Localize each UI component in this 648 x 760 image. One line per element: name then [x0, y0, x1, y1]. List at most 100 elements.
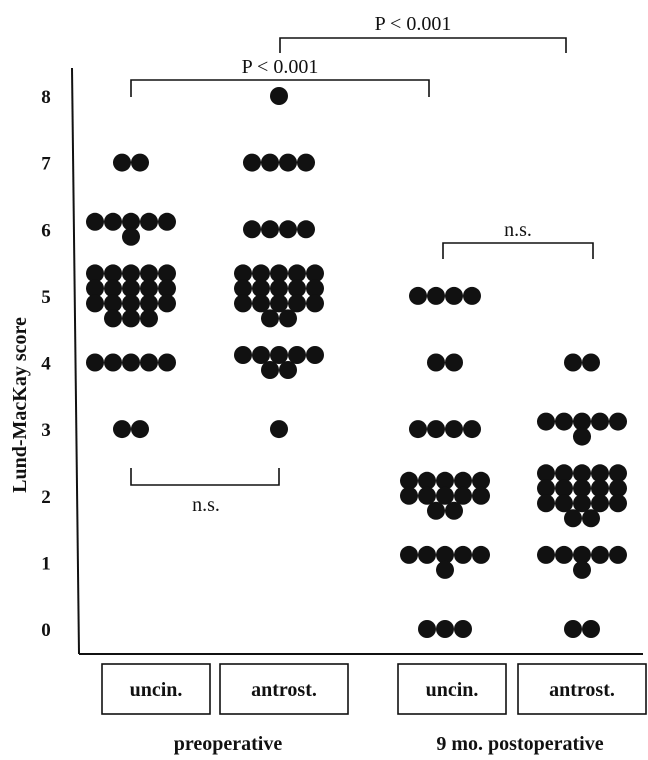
- data-point: [279, 361, 297, 379]
- category-antrost-post: antrost.: [517, 663, 647, 715]
- data-point: [436, 545, 454, 564]
- category-uncin-post: uncin.: [397, 663, 507, 715]
- data-point: [555, 479, 573, 498]
- data-point: [104, 212, 122, 231]
- data-point: [436, 471, 454, 490]
- category-label: antrost.: [549, 679, 615, 701]
- ns-bracket-preoperative: n.s.: [130, 468, 280, 516]
- data-point: [158, 353, 176, 372]
- comparison-bracket-antrost: P < 0.001: [279, 13, 567, 53]
- data-point: [104, 279, 122, 298]
- data-point: [288, 279, 306, 298]
- data-point: [463, 286, 481, 305]
- y-tick-label: 4: [41, 354, 51, 375]
- category-antrost-pre: antrost.: [219, 663, 349, 715]
- data-point: [306, 279, 324, 298]
- data-point: [436, 486, 454, 505]
- group-label-postoperative: 9 mo. postoperative: [436, 733, 603, 755]
- data-point: [140, 279, 158, 298]
- data-point: [243, 153, 261, 172]
- data-point: [252, 264, 270, 283]
- ns-label: n.s.: [192, 494, 220, 516]
- data-point: [234, 346, 252, 364]
- data-point: [270, 87, 288, 105]
- data-point: [261, 361, 279, 379]
- data-point: [270, 420, 288, 439]
- data-point: [234, 279, 252, 298]
- data-point: [158, 264, 176, 283]
- category-label: uncin.: [426, 679, 479, 701]
- data-point: [609, 479, 627, 498]
- data-point: [122, 353, 140, 372]
- data-point: [270, 346, 288, 364]
- y-tick-label: 0: [41, 620, 51, 641]
- category-label: antrost.: [251, 679, 317, 701]
- y-tick-label: 7: [41, 154, 51, 175]
- data-point: [409, 286, 427, 305]
- data-point: [591, 494, 609, 513]
- data-point: [445, 420, 463, 439]
- data-point: [564, 509, 582, 528]
- data-point: [158, 212, 176, 231]
- y-tick-labels: 0 1 2 3 4 5 6 7 8: [41, 87, 51, 641]
- data-point: [609, 412, 627, 431]
- data-point: [306, 294, 324, 313]
- data-point: [306, 346, 324, 364]
- data-point: [427, 353, 445, 372]
- data-point: [573, 427, 591, 446]
- category-box: [219, 663, 349, 715]
- p-value-label: P < 0.001: [242, 56, 319, 78]
- comparison-bracket-uncin: P < 0.001: [130, 56, 430, 97]
- y-tick-label: 8: [41, 87, 51, 108]
- data-point: [113, 420, 131, 439]
- data-point: [140, 294, 158, 313]
- data-point: [472, 545, 490, 564]
- data-point: [591, 412, 609, 431]
- data-point: [140, 309, 158, 328]
- data-point: [609, 545, 627, 564]
- data-point: [252, 279, 270, 298]
- data-point: [140, 353, 158, 372]
- data-point: [418, 486, 436, 505]
- y-axis-label: Lund-MacKay score: [9, 317, 31, 493]
- data-point: [582, 620, 600, 638]
- data-point: [279, 153, 297, 172]
- data-point: [472, 486, 490, 505]
- data-point: [436, 560, 454, 579]
- data-point: [445, 286, 463, 305]
- data-point: [261, 309, 279, 328]
- y-tick-label: 2: [41, 487, 51, 508]
- data-point: [140, 212, 158, 231]
- category-box: [101, 663, 211, 715]
- data-point: [86, 294, 104, 313]
- data-point: [573, 545, 591, 564]
- y-tick-label: 6: [41, 220, 51, 241]
- data-point: [252, 294, 270, 313]
- data-point: [261, 153, 279, 172]
- data-point: [270, 294, 288, 313]
- y-tick-label: 1: [41, 553, 51, 574]
- bracket-line: [130, 79, 430, 97]
- bracket-line: [130, 468, 280, 486]
- data-point: [140, 264, 158, 283]
- data-points: [86, 87, 627, 638]
- data-point: [573, 560, 591, 579]
- data-point: [555, 545, 573, 564]
- data-point: [306, 264, 324, 283]
- data-point: [297, 153, 315, 172]
- data-point: [261, 220, 279, 239]
- p-value-label: P < 0.001: [375, 13, 452, 35]
- data-point: [297, 220, 315, 239]
- data-point: [104, 309, 122, 328]
- data-point: [400, 545, 418, 564]
- y-tick-label: 5: [41, 287, 51, 308]
- category-label: uncin.: [130, 679, 183, 701]
- data-point: [555, 494, 573, 513]
- data-point: [418, 471, 436, 490]
- data-point: [609, 494, 627, 513]
- data-point: [537, 545, 555, 564]
- data-point: [288, 346, 306, 364]
- data-point: [131, 420, 149, 439]
- group-label-preoperative: preoperative: [174, 733, 283, 755]
